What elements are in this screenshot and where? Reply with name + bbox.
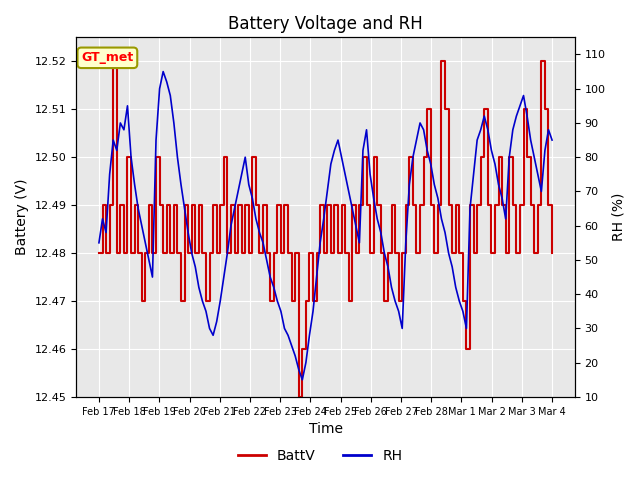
X-axis label: Time: Time xyxy=(308,422,342,436)
Text: GT_met: GT_met xyxy=(81,51,134,64)
Legend: BattV, RH: BattV, RH xyxy=(232,443,408,468)
Title: Battery Voltage and RH: Battery Voltage and RH xyxy=(228,15,423,33)
Y-axis label: RH (%): RH (%) xyxy=(611,193,625,241)
Y-axis label: Battery (V): Battery (V) xyxy=(15,179,29,255)
